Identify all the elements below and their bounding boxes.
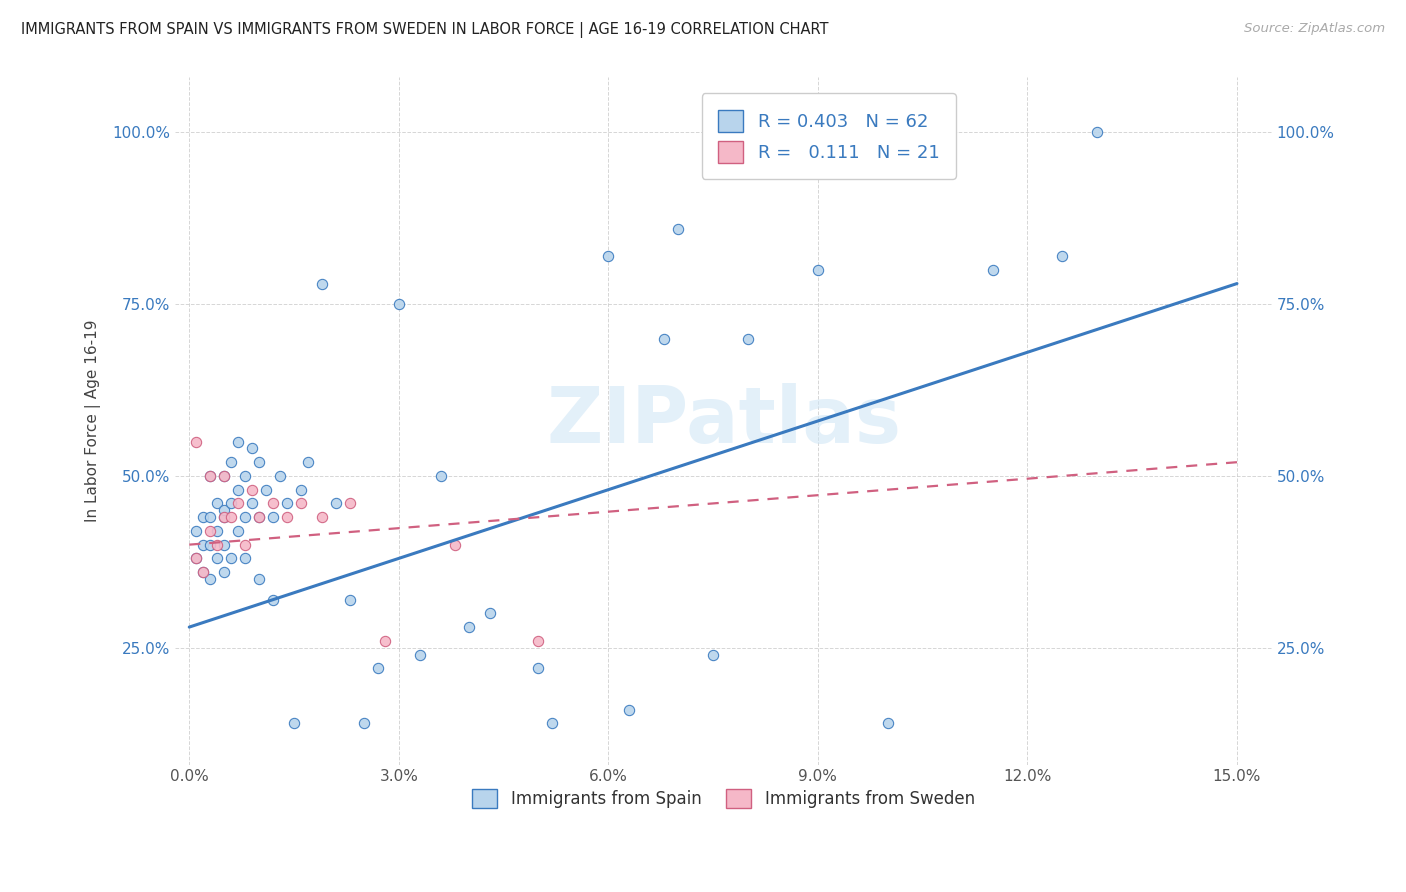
- Point: [527, 661, 550, 675]
- Point: [276, 510, 298, 524]
- Point: [443, 538, 465, 552]
- Point: [247, 510, 270, 524]
- Point: [193, 510, 215, 524]
- Point: [198, 572, 221, 586]
- Point: [339, 592, 361, 607]
- Point: [219, 510, 242, 524]
- Point: [233, 510, 256, 524]
- Point: [290, 496, 312, 510]
- Point: [205, 551, 228, 566]
- Point: [212, 469, 235, 483]
- Text: Source: ZipAtlas.com: Source: ZipAtlas.com: [1244, 22, 1385, 36]
- Point: [233, 551, 256, 566]
- Point: [226, 496, 249, 510]
- Point: [283, 716, 305, 731]
- Point: [598, 249, 620, 263]
- Point: [247, 455, 270, 469]
- Point: [247, 572, 270, 586]
- Point: [388, 297, 411, 311]
- Point: [702, 648, 724, 662]
- Point: [219, 496, 242, 510]
- Point: [290, 483, 312, 497]
- Point: [276, 496, 298, 510]
- Point: [981, 262, 1004, 277]
- Point: [297, 455, 319, 469]
- Point: [226, 483, 249, 497]
- Point: [193, 565, 215, 579]
- Point: [619, 702, 641, 716]
- Point: [186, 551, 208, 566]
- Y-axis label: In Labor Force | Age 16-19: In Labor Force | Age 16-19: [86, 319, 101, 522]
- Point: [457, 620, 479, 634]
- Point: [311, 277, 333, 291]
- Point: [429, 469, 451, 483]
- Point: [367, 661, 389, 675]
- Point: [409, 648, 432, 662]
- Text: IMMIGRANTS FROM SPAIN VS IMMIGRANTS FROM SWEDEN IN LABOR FORCE | AGE 16-19 CORRE: IMMIGRANTS FROM SPAIN VS IMMIGRANTS FROM…: [21, 22, 828, 38]
- Point: [339, 496, 361, 510]
- Point: [198, 469, 221, 483]
- Point: [876, 716, 898, 731]
- Point: [652, 332, 675, 346]
- Point: [374, 633, 396, 648]
- Point: [226, 524, 249, 538]
- Point: [325, 496, 347, 510]
- Point: [219, 551, 242, 566]
- Point: [1085, 125, 1108, 139]
- Point: [198, 538, 221, 552]
- Point: [198, 524, 221, 538]
- Point: [186, 551, 208, 566]
- Point: [527, 633, 550, 648]
- Point: [193, 538, 215, 552]
- Legend: Immigrants from Spain, Immigrants from Sweden: Immigrants from Spain, Immigrants from S…: [465, 782, 981, 814]
- Point: [478, 607, 501, 621]
- Text: ZIPatlas: ZIPatlas: [546, 383, 901, 459]
- Point: [212, 510, 235, 524]
- Point: [212, 538, 235, 552]
- Point: [212, 503, 235, 517]
- Point: [198, 510, 221, 524]
- Point: [240, 496, 263, 510]
- Point: [807, 262, 830, 277]
- Point: [262, 592, 284, 607]
- Point: [240, 442, 263, 456]
- Point: [212, 565, 235, 579]
- Point: [269, 469, 291, 483]
- Point: [666, 221, 689, 235]
- Point: [353, 716, 375, 731]
- Point: [262, 496, 284, 510]
- Point: [226, 434, 249, 449]
- Point: [186, 434, 208, 449]
- Point: [737, 332, 759, 346]
- Point: [198, 469, 221, 483]
- Point: [205, 538, 228, 552]
- Point: [233, 538, 256, 552]
- Point: [193, 565, 215, 579]
- Point: [254, 483, 277, 497]
- Point: [205, 524, 228, 538]
- Point: [219, 455, 242, 469]
- Point: [212, 469, 235, 483]
- Point: [247, 510, 270, 524]
- Point: [205, 496, 228, 510]
- Point: [240, 483, 263, 497]
- Point: [186, 524, 208, 538]
- Point: [311, 510, 333, 524]
- Point: [212, 510, 235, 524]
- Point: [262, 510, 284, 524]
- Point: [233, 469, 256, 483]
- Point: [541, 716, 564, 731]
- Point: [1052, 249, 1074, 263]
